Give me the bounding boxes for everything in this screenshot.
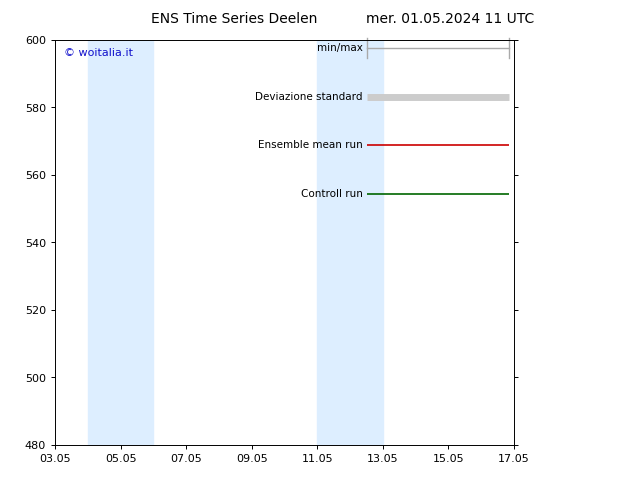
Bar xyxy=(87,40,153,445)
Text: Ensemble mean run: Ensemble mean run xyxy=(258,140,363,150)
Text: © woitalia.it: © woitalia.it xyxy=(64,48,133,58)
Text: Deviazione standard: Deviazione standard xyxy=(255,92,363,102)
Text: min/max: min/max xyxy=(316,43,363,53)
Text: mer. 01.05.2024 11 UTC: mer. 01.05.2024 11 UTC xyxy=(366,12,534,26)
Text: ENS Time Series Deelen: ENS Time Series Deelen xyxy=(152,12,318,26)
Text: Controll run: Controll run xyxy=(301,189,363,199)
Bar xyxy=(317,40,383,445)
